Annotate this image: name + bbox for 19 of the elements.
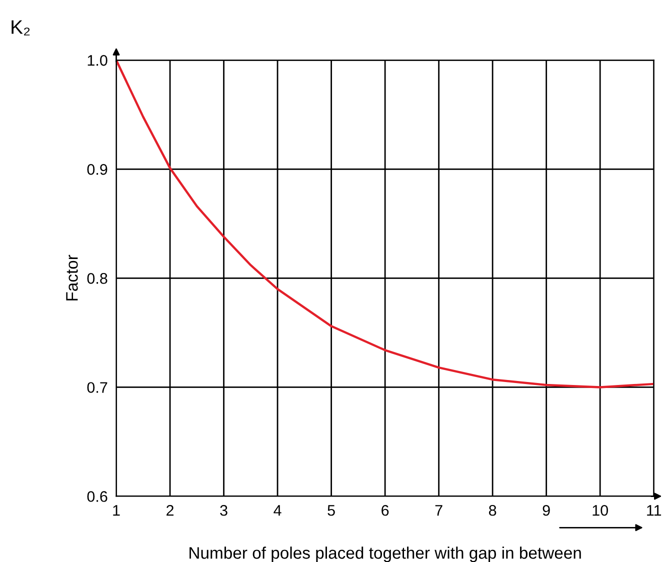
x-tick-label: 2 <box>166 504 174 516</box>
x-tick-label: 9 <box>542 504 550 516</box>
y-tick-label: 0.8 <box>87 273 108 284</box>
x-tick-label: 6 <box>382 504 389 516</box>
y-tick-label: 1.0 <box>88 55 108 66</box>
x-tick-label: 11 <box>647 505 662 516</box>
y-axis-title: Factor <box>66 254 78 300</box>
x-tick-label: 10 <box>592 504 608 516</box>
x-tick-label: 7 <box>435 505 442 516</box>
x-tick-label: 5 <box>328 505 335 516</box>
x-tick-label: 4 <box>274 505 282 516</box>
x-axis-title: Number of poles placed together with gap in between <box>190 546 581 562</box>
text: K₂ <box>12 20 30 36</box>
y-tick-label: 0.7 <box>87 382 108 393</box>
x-tick-label: 8 <box>488 504 496 516</box>
x-tick-label: 3 <box>220 504 228 516</box>
x-tick-label: 1 <box>113 505 120 516</box>
y-tick-label: 0.6 <box>87 491 108 502</box>
y-tick-label: 0.9 <box>87 164 108 175</box>
